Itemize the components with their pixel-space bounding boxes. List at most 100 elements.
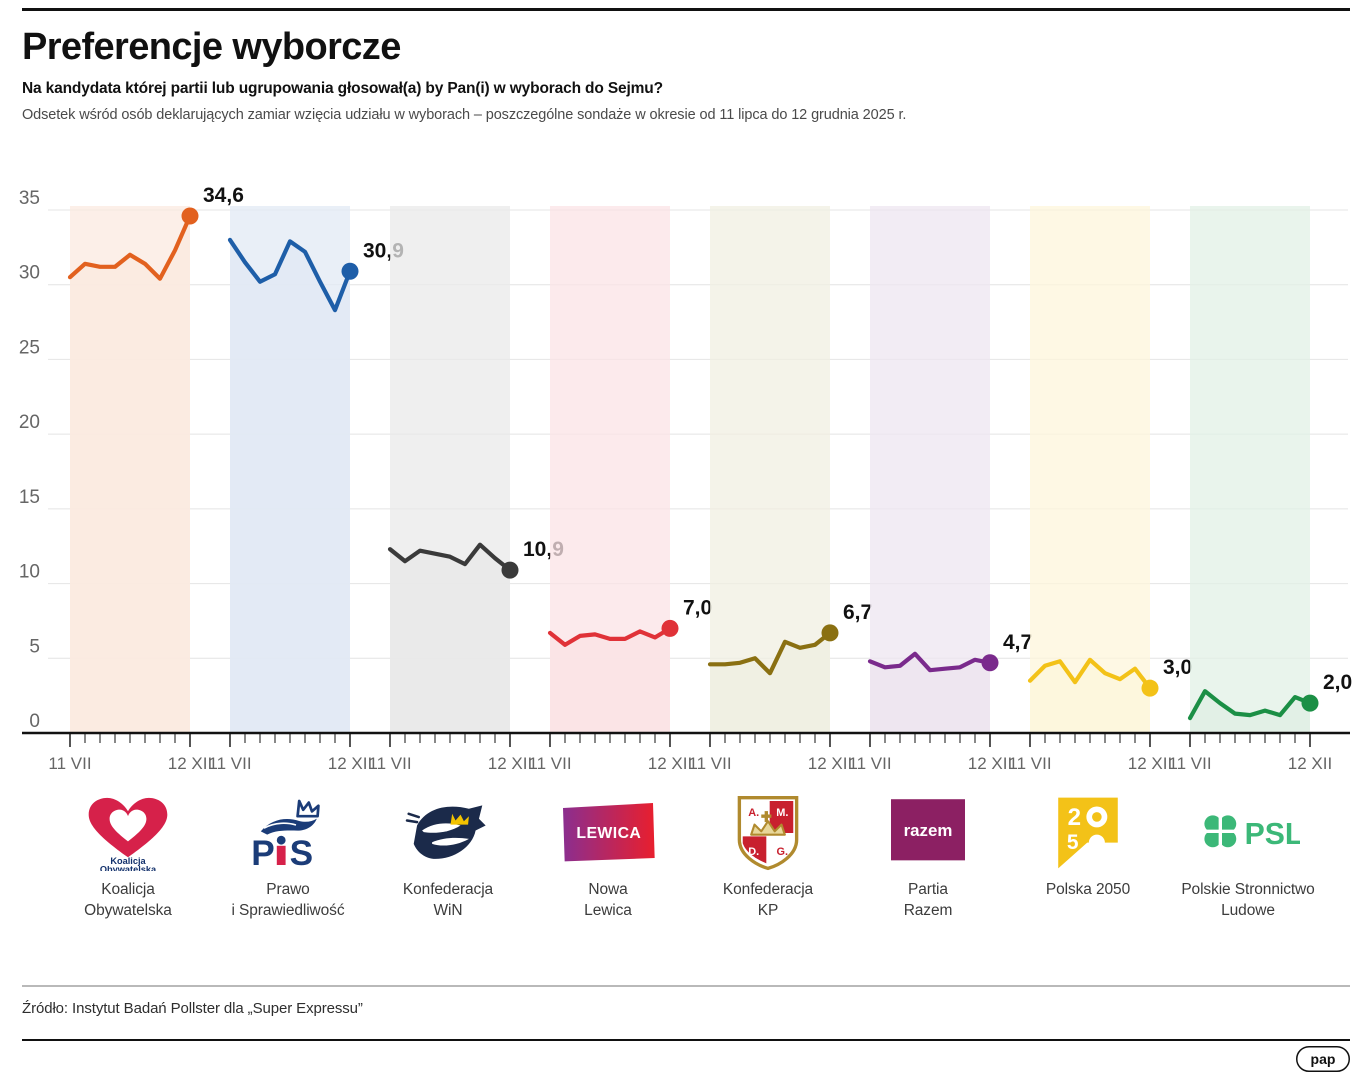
x-axis-tick-label: 11 VII <box>368 754 411 773</box>
series-end-marker[interactable] <box>181 207 199 225</box>
series-line[interactable] <box>67 213 193 281</box>
legend-item[interactable]: LEWICA Nowa Lewica <box>528 790 688 955</box>
source-attribution: Źródło: Instytut Badań Pollster dla „Sup… <box>22 1000 363 1017</box>
svg-text:A.: A. <box>748 807 759 819</box>
series-line[interactable] <box>387 542 513 573</box>
lewica-icon: LEWICA <box>563 803 655 862</box>
x-axis-tick-label: 12 XII <box>488 754 532 773</box>
page-title: Preferencje wyborcze <box>22 26 401 68</box>
svg-text:G.: G. <box>777 846 789 858</box>
ko-heart-logo: Koalicja Obywatelska <box>53 790 203 876</box>
svg-text:D.: D. <box>748 846 759 858</box>
x-axis-tick-label: 11 VII <box>1008 754 1051 773</box>
series-area-fill <box>1030 659 1150 733</box>
series-value-label: 2,0 <box>1323 671 1352 694</box>
pis-eagle-icon: P S <box>251 799 320 870</box>
legend-item[interactable]: razem Partia Razem <box>848 790 1008 955</box>
psl-clover-icon: PSL <box>1203 815 1300 851</box>
panel-background-band <box>1190 206 1310 733</box>
svg-text:5: 5 <box>1067 831 1079 854</box>
lewica-logo: LEWICA <box>533 790 683 876</box>
ko-heart-icon: Koalicja Obywatelska <box>88 797 168 871</box>
legend-item[interactable]: 2 5 Polska 2050 <box>1008 790 1168 955</box>
x-axis-tick-label: 11 VII <box>208 754 251 773</box>
x-axis-tick-label: 12 XII <box>808 754 852 773</box>
series-line[interactable] <box>227 237 353 313</box>
legend-item-label: Polska 2050 <box>1045 881 1131 898</box>
legend-item-label: Partia Razem <box>903 881 953 919</box>
y-axis-tick-label: 10 <box>19 562 40 583</box>
series-area-fill <box>1190 691 1310 733</box>
series-end-marker[interactable] <box>981 654 999 672</box>
konfederacja-win-bird-logo <box>373 790 523 876</box>
polska-2050-icon: 2 5 <box>1058 797 1118 869</box>
legend-item[interactable]: Konfederacja WiN <box>368 790 528 955</box>
panel-background-band <box>1030 206 1150 733</box>
series-end-marker[interactable] <box>661 619 679 637</box>
y-axis-tick-label: 0 <box>29 711 40 732</box>
x-axis-tick-label: 11 VII <box>48 754 91 773</box>
series-line[interactable] <box>547 626 673 647</box>
legend-item[interactable]: A. M. D. G. Konfederacja KP <box>688 790 848 955</box>
x-axis-tick-label: 12 XII <box>968 754 1012 773</box>
series-end-marker[interactable] <box>1301 694 1319 712</box>
series-end-marker[interactable] <box>1141 679 1159 697</box>
series-value-label: 4,7 <box>1003 631 1032 654</box>
y-axis-tick-label: 15 <box>19 487 40 508</box>
series-end-marker[interactable] <box>821 624 839 642</box>
legend-item[interactable]: P S Prawo i Sprawiedliwość <box>208 790 368 955</box>
konfederacja-win-bird-icon <box>405 805 486 859</box>
panel-background-band <box>870 206 990 733</box>
y-axis-tick-label: 5 <box>29 636 40 657</box>
svg-text:M.: M. <box>776 807 788 819</box>
series-area-fill <box>390 544 510 733</box>
footer-divider-top <box>22 985 1350 987</box>
y-axis-tick-label: 25 <box>19 337 40 358</box>
legend-item-label: Konfederacja KP <box>722 881 814 919</box>
x-axis-tick-label: 12 XII <box>1288 754 1332 773</box>
y-axis-tick-label: 30 <box>19 263 40 284</box>
series-line[interactable] <box>1027 657 1153 691</box>
y-axis-tick-label: 35 <box>19 188 40 209</box>
series-line[interactable] <box>707 630 833 676</box>
legend-item[interactable]: Koalicja Obywatelska Koalicja Obywatelska <box>48 790 208 955</box>
legend-item-label: Polskie Stronnictwo Ludowe <box>1181 881 1315 919</box>
konfederacja-kp-shield-icon: A. M. D. G. <box>737 795 799 871</box>
legend-item-label: Nowa Lewica <box>584 881 632 919</box>
series-area-fill <box>230 239 350 733</box>
razem-icon: razem <box>891 799 965 861</box>
x-axis-tick-label: 12 XII <box>648 754 692 773</box>
legend-item-label: Koalicja Obywatelska <box>84 881 172 919</box>
konfederacja-kp-shield-logo: A. M. D. G. <box>693 790 843 876</box>
series-end-marker[interactable] <box>341 262 359 280</box>
svg-text:Obywatelska: Obywatelska <box>100 864 157 871</box>
legend-item-label: Konfederacja WiN <box>402 881 494 919</box>
series-value-label: 6,7 <box>843 601 872 624</box>
pap-logo: pap <box>1296 1046 1350 1072</box>
svg-text:Koalicja: Koalicja <box>110 856 146 866</box>
svg-text:2: 2 <box>1068 804 1081 831</box>
svg-text:LEWICA: LEWICA <box>576 825 641 842</box>
series-area-fill <box>550 628 670 733</box>
pis-eagle-logo: P S <box>213 790 363 876</box>
x-axis-tick-label: 12 XII <box>328 754 372 773</box>
series-line[interactable] <box>1187 689 1313 721</box>
svg-text:razem: razem <box>904 821 953 840</box>
series-line[interactable] <box>867 651 993 673</box>
page-subtitle: Na kandydata której partii lub ugrupowan… <box>22 79 663 97</box>
series-value-label: 7,0 <box>683 596 712 619</box>
polska-2050-logo: 2 5 <box>1013 790 1163 876</box>
footer-divider-bottom <box>22 1039 1350 1041</box>
svg-text:S: S <box>290 834 313 870</box>
series-area-fill <box>70 216 190 733</box>
legend-item[interactable]: PSL Polskie Stronnictwo Ludowe <box>1168 790 1328 955</box>
x-axis-tick-label: 11 VII <box>1168 754 1211 773</box>
series-value-label: 34,6 <box>203 184 244 207</box>
series-end-marker[interactable] <box>501 561 519 579</box>
x-axis-tick-label: 12 XII <box>1128 754 1172 773</box>
x-axis-tick-label: 11 VII <box>528 754 571 773</box>
y-axis-tick-label: 20 <box>19 412 40 433</box>
top-divider <box>22 8 1350 11</box>
svg-text:P: P <box>251 834 274 870</box>
